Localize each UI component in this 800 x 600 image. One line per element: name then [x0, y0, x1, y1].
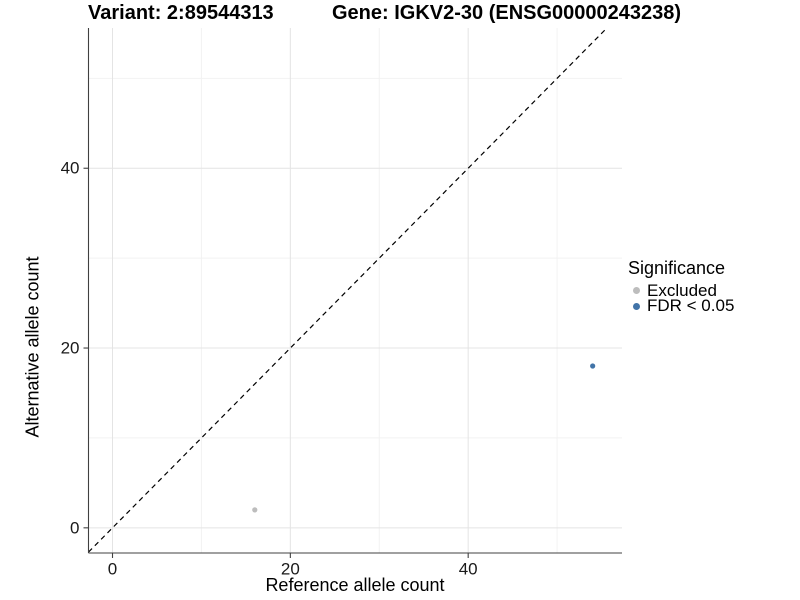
data-point-excluded: [252, 507, 258, 513]
identity-line: [88, 27, 608, 553]
legend-label-excluded: Excluded: [647, 280, 717, 300]
x-tick-label: 0: [108, 560, 117, 579]
legend-title: Significance: [628, 258, 726, 278]
legend-dot-excluded-icon: [633, 287, 640, 295]
legend: Significance Excluded FDR < 0.05: [628, 258, 735, 316]
x-tick-label: 20: [281, 560, 300, 579]
y-axis-title: Alternative allele count: [22, 256, 43, 438]
y-tick-label: 20: [61, 339, 80, 358]
x-tick-label: 40: [459, 560, 478, 579]
legend-dot-fdr-icon: [633, 302, 640, 310]
legend-item-excluded: Excluded: [628, 280, 734, 300]
y-tick-label: 0: [70, 518, 79, 537]
gene-title: Gene: IGKV2-30 (ENSG00000243238): [332, 2, 682, 24]
legend-item-fdr: FDR < 0.05: [628, 296, 735, 316]
data-point-fdr: [590, 363, 596, 369]
x-axis-title: Reference allele count: [265, 575, 445, 595]
legend-label-fdr: FDR < 0.05: [647, 296, 735, 316]
variant-title: Variant: 2:89544313: [88, 2, 274, 24]
y-tick-label: 40: [61, 159, 80, 178]
